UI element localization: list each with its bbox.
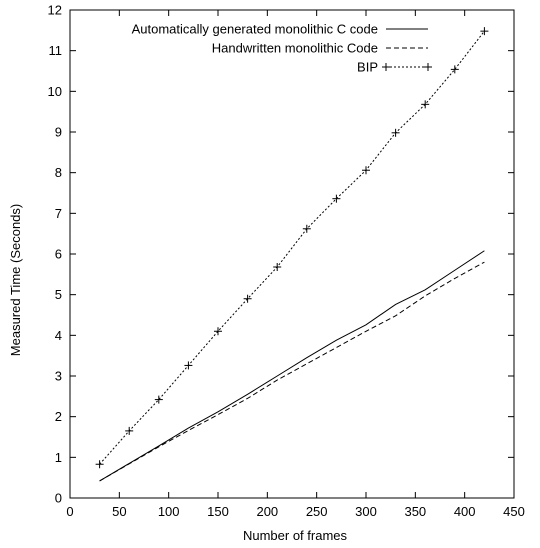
y-tick-label: 8 (55, 165, 62, 180)
x-tick-label: 350 (404, 504, 426, 519)
y-tick-label: 5 (55, 287, 62, 302)
plus-marker (424, 63, 432, 71)
x-tick-label: 250 (306, 504, 328, 519)
x-axis-label: Number of frames (243, 528, 348, 543)
y-tick-label: 6 (55, 247, 62, 262)
legend: Automatically generated monolithic C cod… (132, 22, 432, 75)
plus-marker (450, 65, 459, 74)
y-tick-label: 2 (55, 409, 62, 424)
plus-marker (243, 294, 252, 303)
x-tick-label: 50 (112, 504, 126, 519)
x-tick-label: 100 (158, 504, 180, 519)
legend-label-3: BIP (357, 60, 378, 75)
x-tick-label: 300 (355, 504, 377, 519)
series-line-2 (99, 261, 485, 482)
y-tick-label: 11 (49, 43, 63, 58)
plus-marker (95, 460, 104, 469)
plus-marker (154, 395, 163, 404)
plus-marker (391, 128, 400, 137)
plot-border (69, 9, 515, 499)
y-tick-label: 4 (55, 328, 62, 343)
plus-marker (480, 27, 489, 36)
plot-frame (69, 9, 515, 499)
y-tick-label: 3 (55, 369, 62, 384)
plus-marker (332, 194, 341, 203)
y-tick-label: 0 (55, 491, 62, 506)
x-tick-label: 450 (503, 504, 525, 519)
y-tick-label: 12 (48, 3, 62, 18)
legend-label-2: Handwritten monolithic Code (212, 41, 378, 56)
plus-marker (421, 100, 430, 109)
y-tick-label: 1 (55, 450, 62, 465)
plus-marker (184, 361, 193, 370)
legend-label-1: Automatically generated monolithic C cod… (132, 22, 378, 37)
axis-ticks (69, 9, 515, 499)
plus-marker (273, 263, 282, 272)
y-tick-label: 7 (55, 206, 62, 221)
series-line-1 (99, 250, 485, 482)
y-tick-label: 9 (55, 125, 62, 140)
tick-labels: 0 50 100 150 200 250 300 350 400 4500123456789101… (48, 3, 525, 520)
x-tick-label: 150 (207, 504, 229, 519)
x-tick-label: 0 (66, 504, 73, 519)
series-line-3 (99, 30, 485, 465)
y-axis-label: Measured Time (Seconds) (8, 204, 23, 356)
y-tick-label: 10 (48, 84, 62, 99)
plus-marker (302, 224, 311, 233)
plus-marker (125, 426, 134, 435)
plus-marker (362, 166, 370, 175)
plus-marker (382, 63, 390, 71)
plus-marker (214, 327, 222, 336)
x-tick-label: 400 (454, 504, 476, 519)
x-tick-label: 200 (256, 504, 278, 519)
series-lines (95, 27, 489, 482)
